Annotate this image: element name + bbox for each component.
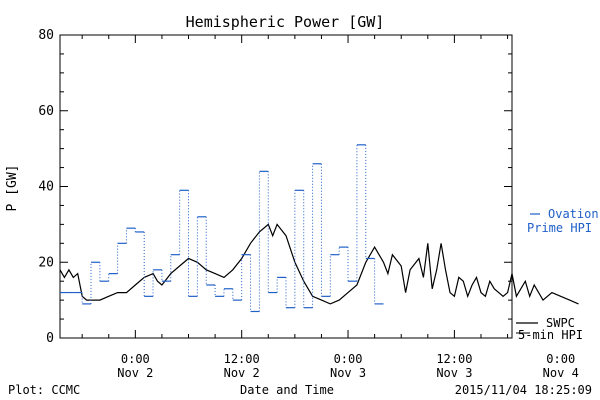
swpc-legend-label-1: SWPC xyxy=(546,316,575,330)
swpc-hpi-line xyxy=(59,223,579,305)
ovation-legend-label-1: Ovation xyxy=(548,207,599,221)
y-tick-label: 60 xyxy=(38,104,54,119)
y-tick-label: 40 xyxy=(38,180,54,195)
swpc-legend-label-2: 5-min HPI xyxy=(518,328,583,342)
x-tick-date-label: Nov 3 xyxy=(330,366,366,380)
footer-axis-title: Date and Time xyxy=(240,383,334,397)
x-tick-time-label: 0:00 xyxy=(121,352,150,366)
y-axis-label: P [GW] xyxy=(5,165,20,212)
footer-timestamp: 2015/11/04 18:25:09 xyxy=(455,383,592,397)
y-axis-ticks: 0 20 40 60 80 xyxy=(38,28,512,346)
x-tick-date-label: Nov 3 xyxy=(436,366,472,380)
plot-frame xyxy=(59,34,513,339)
y-tick-label: 80 xyxy=(38,28,54,43)
x-tick-date-label: Nov 2 xyxy=(224,366,260,380)
ovation-legend-label-2: Prime HPI xyxy=(527,221,592,235)
x-tick-time-label: 0:00 xyxy=(546,352,575,366)
x-tick-time-label: 0:00 xyxy=(334,352,363,366)
x-tick-date-label: Nov 4 xyxy=(543,366,579,380)
y-tick-label: 0 xyxy=(46,331,54,346)
x-tick-date-label: Nov 2 xyxy=(117,366,153,380)
series-layer xyxy=(59,144,579,313)
footer-plot-credit: Plot: CCMC xyxy=(8,383,80,397)
y-tick-label: 20 xyxy=(38,255,54,270)
chart-title: Hemispheric Power [GW] xyxy=(186,13,385,31)
x-tick-time-label: 12:00 xyxy=(436,352,472,366)
x-tick-time-label: 12:00 xyxy=(224,352,260,366)
